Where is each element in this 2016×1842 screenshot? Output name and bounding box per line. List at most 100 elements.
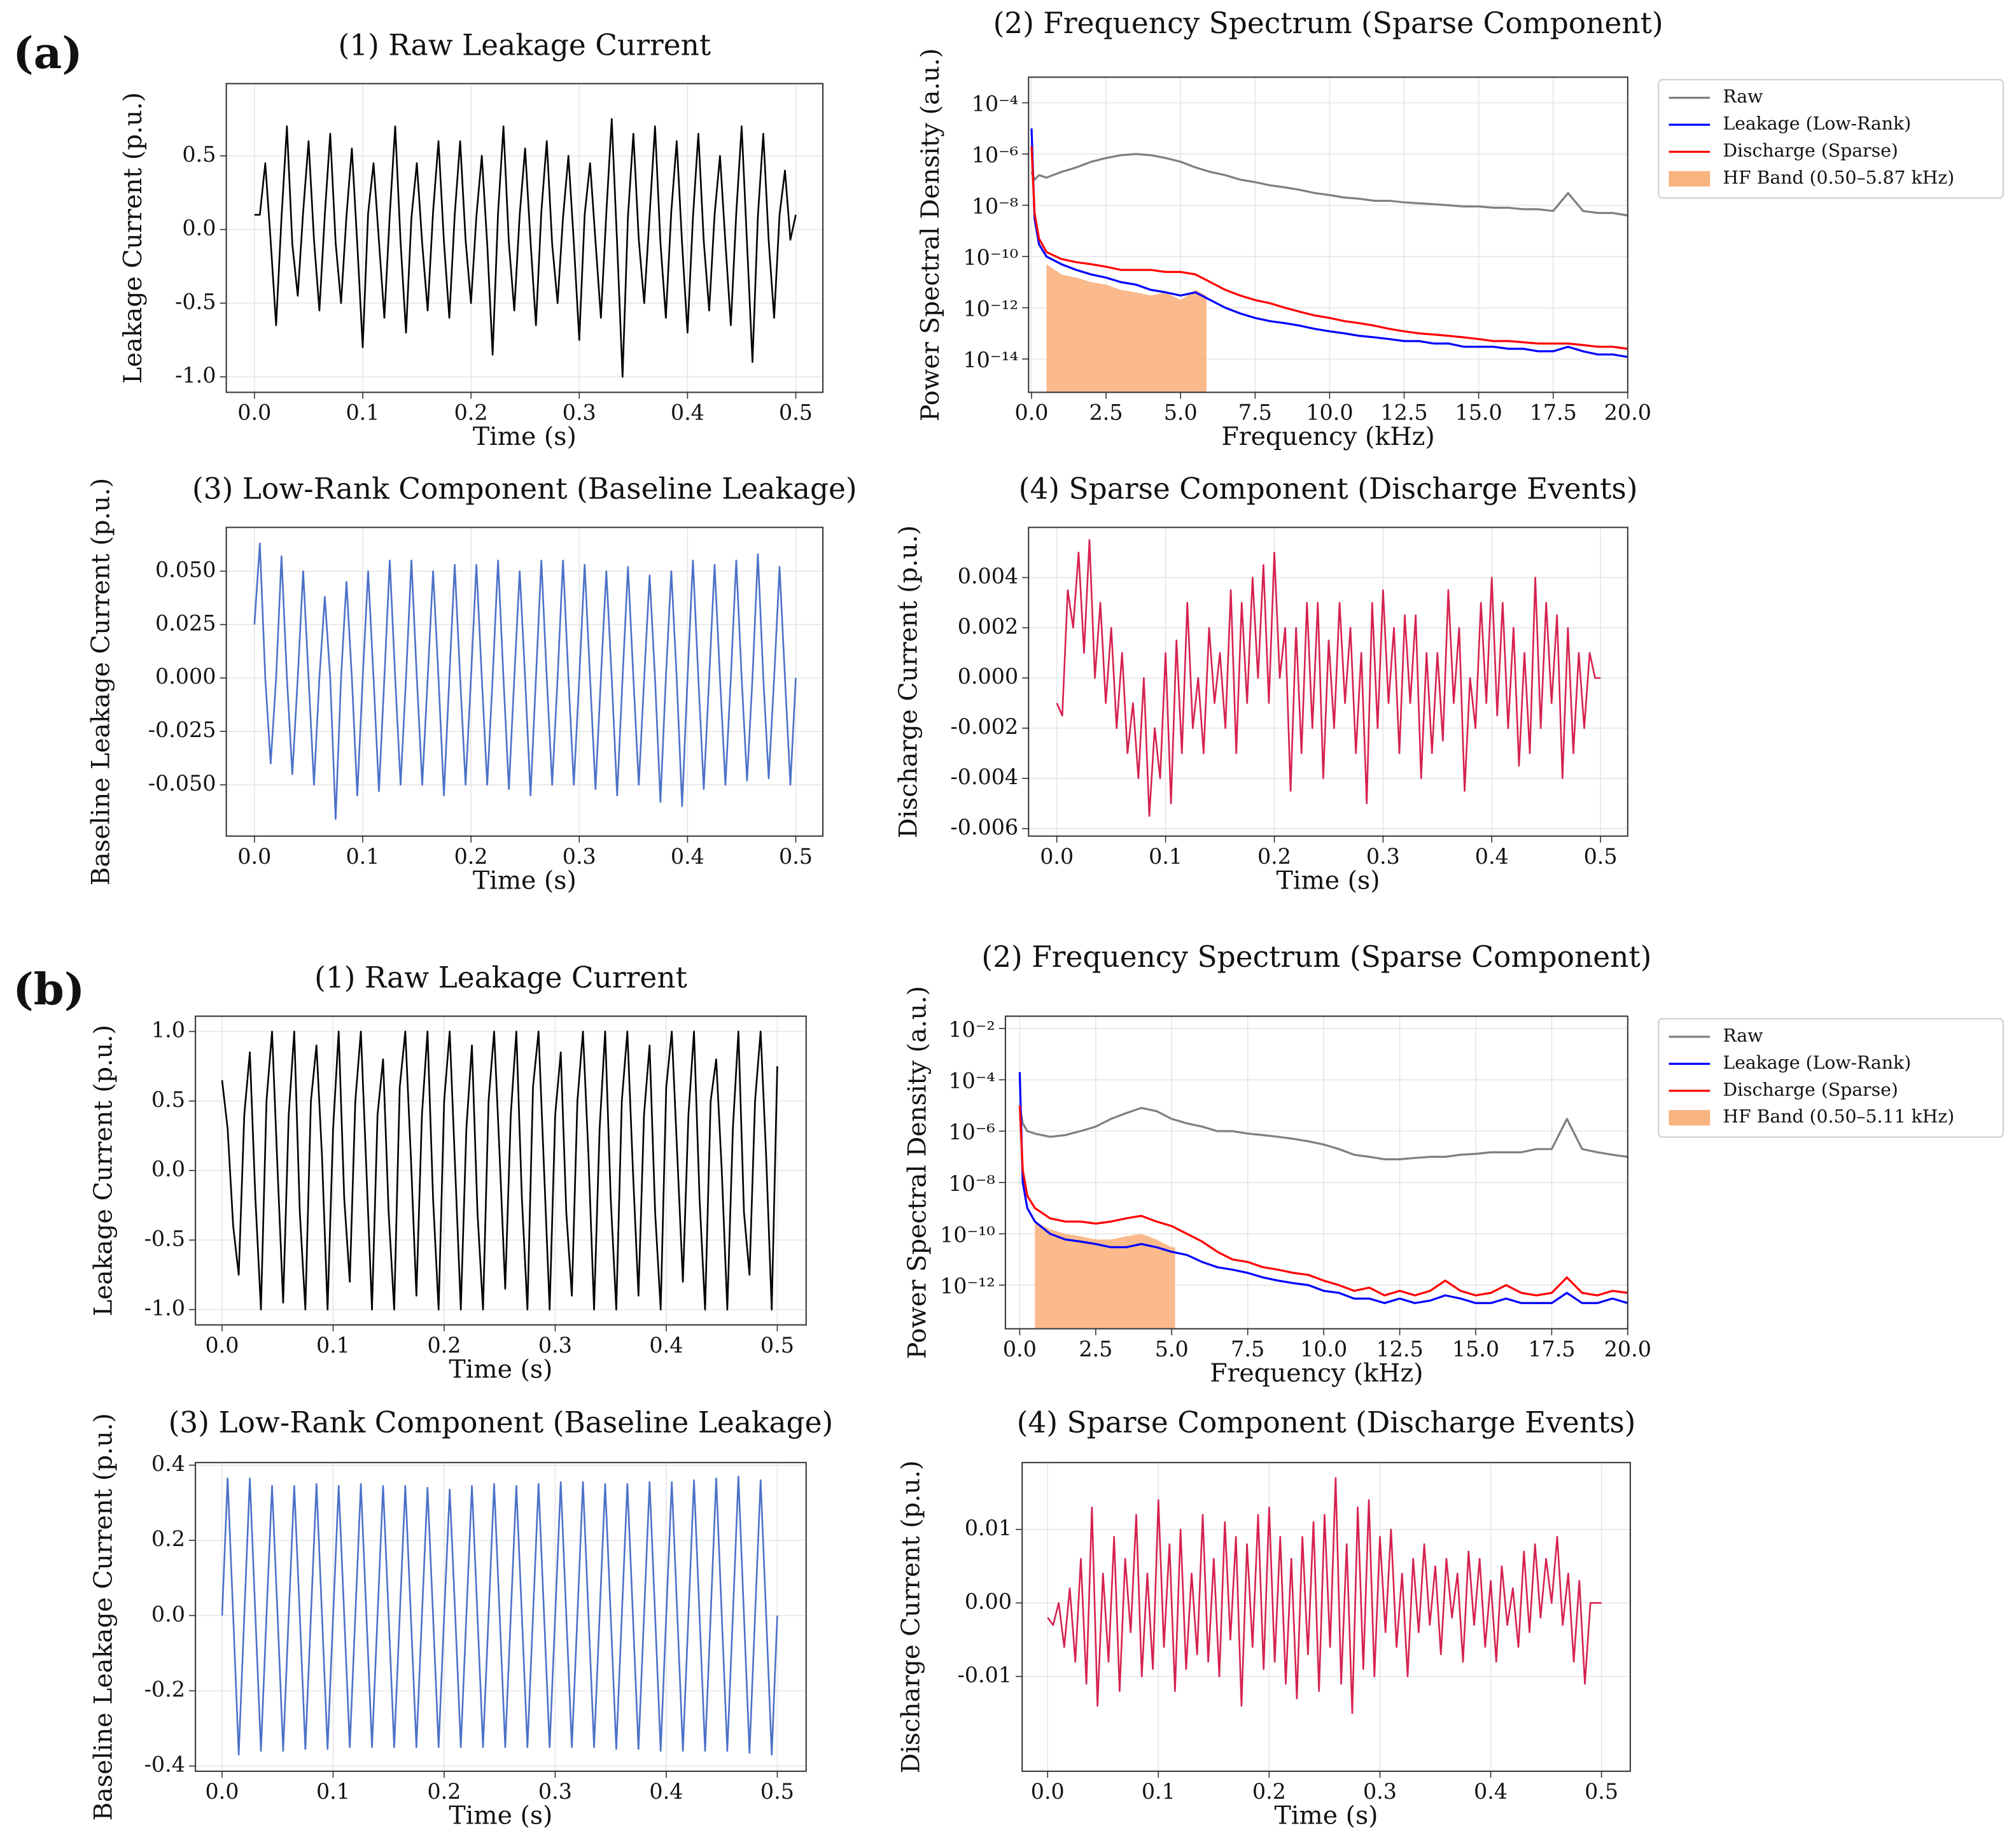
x-tick-label: 0.5 [760, 1333, 794, 1358]
series-line [1030, 128, 1628, 358]
series-line [1018, 1105, 1628, 1297]
y-tick-label: -0.2 [144, 1677, 185, 1701]
x-axis-label: Time (s) [449, 1801, 552, 1831]
y-tick-label: -0.004 [950, 764, 1018, 789]
x-tick-label: 0.2 [454, 844, 488, 869]
x-tick-label: 0.0 [1031, 1779, 1065, 1804]
y-tick-label: -1.0 [175, 363, 216, 388]
y-tick-label: 0.0 [182, 216, 216, 241]
x-tick-label: 0.1 [1149, 844, 1182, 869]
x-tick-label: 15.0 [1452, 1337, 1499, 1361]
x-tick-label: 12.5 [1376, 1337, 1423, 1361]
x-tick-label: 0.5 [760, 1779, 794, 1804]
chart-title: (1) Raw Leakage Current [314, 960, 687, 994]
axes-frame [1028, 526, 1628, 837]
x-tick-label: 0.3 [563, 400, 596, 425]
y-tick-label: 10⁻² [948, 1017, 995, 1042]
y-tick-label: -0.025 [148, 717, 216, 742]
x-tick-label: 10.0 [1306, 400, 1353, 425]
axes-frame [1004, 1015, 1628, 1330]
series-line [221, 1475, 778, 1756]
y-tick-label: 0.5 [182, 142, 216, 167]
x-axis-label: Frequency (kHz) [1221, 422, 1434, 451]
x-axis-label: Frequency (kHz) [1210, 1358, 1423, 1388]
x-axis-label: Time (s) [1277, 866, 1380, 895]
series-line [1030, 153, 1628, 217]
y-tick-label: 0.5 [151, 1087, 185, 1112]
x-tick-label: 0.4 [649, 1333, 683, 1358]
chart-title: (4) Sparse Component (Discharge Events) [1017, 1406, 1636, 1440]
y-tick-label: -0.5 [175, 289, 216, 314]
x-tick-label: 20.0 [1604, 400, 1651, 425]
plot-area [1022, 1462, 1630, 1771]
y-tick-label: 1.0 [151, 1018, 185, 1043]
legend-label: Leakage (Low-Rank) [1723, 113, 1911, 134]
x-tick-label: 10.0 [1300, 1337, 1347, 1361]
y-tick-label: 10⁻⁴ [972, 92, 1018, 116]
x-tick-label: 0.3 [538, 1779, 572, 1804]
x-tick-label: 0.0 [1015, 400, 1049, 425]
x-tick-label: 0.0 [1040, 844, 1074, 869]
chart-title: (2) Frequency Spectrum (Sparse Component… [981, 940, 1651, 974]
series-line [1018, 1105, 1628, 1160]
plot-area [226, 83, 823, 393]
y-axis-label: Leakage Current (p.u.) [118, 92, 148, 384]
y-axis-label: Baseline Leakage Current (p.u.) [89, 1413, 118, 1820]
y-tick-label: 10⁻¹² [940, 1274, 995, 1298]
x-axis-label: Time (s) [449, 1354, 552, 1384]
axes-frame [1021, 1461, 1631, 1772]
legend-label: Discharge (Sparse) [1723, 140, 1898, 161]
y-tick-label: 0.0 [151, 1601, 185, 1626]
x-tick-label: 0.5 [1584, 844, 1618, 869]
legend-label: Raw [1723, 1025, 1763, 1046]
x-tick-label: 0.0 [237, 400, 271, 425]
x-tick-label: 0.3 [563, 844, 596, 869]
chart-title: (1) Raw Leakage Current [338, 28, 711, 62]
x-tick-label: 0.4 [649, 1779, 683, 1804]
y-tick-label: 10⁻¹⁰ [963, 245, 1018, 270]
y-tick-label: 0.000 [155, 664, 216, 689]
x-tick-label: 0.5 [1585, 1779, 1618, 1804]
y-axis-label: Power Spectral Density (a.u.) [903, 986, 932, 1359]
legend-label: Raw [1723, 86, 1763, 107]
y-axis-label: Discharge Current (p.u.) [893, 525, 923, 838]
series-line [1047, 1477, 1602, 1714]
y-axis-label: Baseline Leakage Current (p.u.) [87, 478, 116, 885]
x-tick-label: 0.4 [1475, 844, 1509, 869]
band-area [1046, 264, 1207, 393]
x-tick-label: 0.3 [1366, 844, 1400, 869]
x-tick-label: 7.5 [1238, 400, 1272, 425]
legend-swatch [1669, 1110, 1711, 1126]
legend-box [1658, 79, 2004, 199]
axes-frame [195, 1461, 807, 1772]
panel-label: (a) [13, 27, 83, 79]
y-axis-label: Power Spectral Density (a.u.) [916, 48, 945, 421]
x-tick-label: 0.2 [454, 400, 488, 425]
x-tick-label: 0.3 [1363, 1779, 1397, 1804]
x-tick-label: 0.0 [1003, 1337, 1037, 1361]
panel-label: (b) [13, 964, 85, 1015]
x-tick-label: 0.1 [1142, 1779, 1175, 1804]
x-tick-label: 0.4 [671, 844, 704, 869]
series-line [1030, 146, 1628, 350]
x-tick-label: 7.5 [1231, 1337, 1264, 1361]
axes-frame [1028, 76, 1628, 393]
x-tick-label: 0.1 [316, 1779, 350, 1804]
legend-swatch [1669, 171, 1711, 187]
axes-frame [225, 83, 824, 393]
x-tick-label: 0.0 [205, 1779, 239, 1804]
y-tick-label: 0.025 [155, 610, 216, 635]
y-tick-label: 0.01 [965, 1515, 1012, 1540]
x-tick-label: 2.5 [1089, 400, 1123, 425]
x-tick-label: 0.2 [1257, 844, 1291, 869]
axes-frame [225, 526, 824, 837]
legend-label: Discharge (Sparse) [1723, 1079, 1898, 1100]
y-tick-label: -1.0 [144, 1296, 185, 1321]
chart-title: (3) Low-Rank Component (Baseline Leakage… [169, 1406, 834, 1440]
y-tick-label: 0.050 [155, 557, 216, 582]
legend-label: HF Band (0.50–5.11 kHz) [1723, 1106, 1954, 1127]
y-tick-label: 0.000 [958, 664, 1018, 689]
y-tick-label: 0.2 [151, 1526, 185, 1551]
x-axis-label: Time (s) [473, 422, 577, 451]
